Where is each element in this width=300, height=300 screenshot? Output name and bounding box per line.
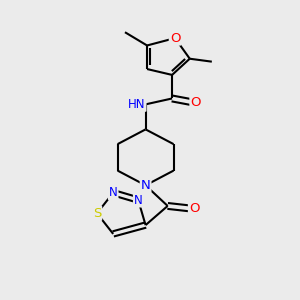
Text: N: N (109, 186, 118, 199)
Text: N: N (141, 179, 151, 192)
Text: N: N (134, 194, 142, 207)
Text: O: O (170, 32, 180, 45)
Text: S: S (93, 207, 101, 220)
Text: O: O (189, 202, 200, 215)
Text: O: O (190, 96, 201, 110)
Text: HN: HN (128, 98, 146, 111)
